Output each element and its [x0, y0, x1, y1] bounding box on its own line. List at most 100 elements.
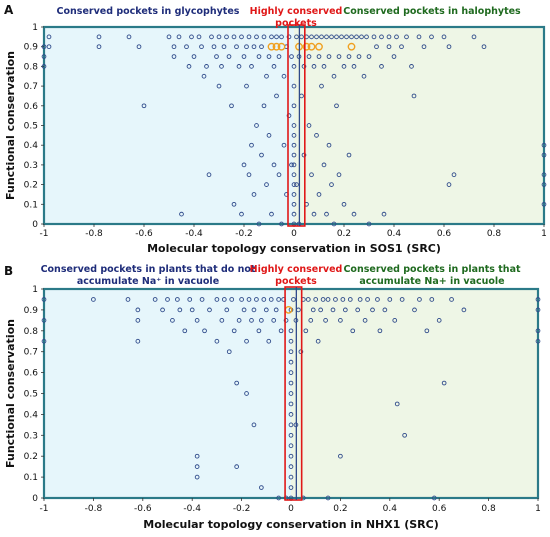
data-point: [316, 54, 322, 59]
data-point: [436, 318, 442, 323]
data-point: [274, 93, 279, 99]
data-point: [214, 54, 219, 59]
data-point: [221, 297, 227, 302]
data-point: [241, 162, 247, 168]
panel-b: 0 0.1 0.2 0.3 0.4 0.5 0.6 0.7 0.8 0.9 1 -1 -0.8 -0.6 -…: [4, 264, 541, 531]
data-point: [341, 64, 347, 69]
data-point: [256, 54, 262, 59]
data-point: [424, 328, 430, 334]
data-point: [371, 34, 377, 40]
data-point: [219, 318, 225, 323]
data-point: [199, 297, 205, 302]
data-point: [535, 307, 541, 313]
data-point: [308, 318, 314, 323]
data-point: [171, 44, 177, 50]
data-point: [251, 44, 257, 50]
data-point: [41, 318, 47, 323]
data-point: [194, 464, 200, 469]
data-point: [370, 307, 375, 313]
data-point: [374, 44, 379, 50]
y-tick-label: 0: [32, 220, 38, 230]
data-point: [41, 338, 47, 344]
y-tick-label: 0.5: [24, 122, 38, 132]
data-point: [359, 34, 364, 40]
data-point: [176, 34, 182, 40]
data-point: [288, 422, 294, 428]
highlight-point: [307, 42, 316, 51]
x-axis-title: Molecular topology conservation in SOS1 …: [147, 242, 441, 255]
data-point: [152, 297, 158, 302]
data-point: [288, 443, 294, 449]
data-point: [417, 297, 422, 302]
panel-letter: A: [4, 3, 14, 17]
data-point: [412, 307, 417, 313]
data-point: [471, 34, 477, 40]
data-point: [351, 64, 357, 69]
x-tick-label: -0.8: [85, 229, 103, 239]
data-point: [288, 401, 294, 407]
data-point: [356, 54, 362, 59]
data-point: [46, 34, 52, 40]
data-point: [339, 34, 344, 40]
x-tick-label: 0.6: [432, 504, 447, 514]
y-tick-label: 0.5: [24, 390, 38, 400]
annotation-right: accumulate Na+ in vacuole: [359, 276, 504, 287]
data-point: [340, 297, 346, 302]
y-tick-label: 1: [32, 23, 38, 33]
data-point: [259, 152, 264, 158]
data-point: [294, 182, 299, 187]
annotation-center: Highly conserved: [250, 6, 343, 17]
data-point: [338, 453, 343, 459]
data-point: [254, 123, 259, 128]
data-point: [256, 221, 262, 227]
y-tick-label: 0.3: [24, 161, 38, 171]
data-point: [291, 103, 297, 109]
x-tick-label: -0.2: [233, 504, 251, 514]
data-point: [288, 391, 294, 396]
x-tick-label: 1: [541, 229, 547, 239]
data-point: [535, 338, 541, 344]
data-point: [254, 34, 259, 40]
data-point: [236, 318, 242, 323]
data-point: [291, 64, 297, 69]
data-point: [394, 34, 399, 40]
data-point: [136, 44, 142, 50]
left-region: [44, 27, 294, 224]
data-point: [196, 34, 202, 40]
data-point: [421, 44, 427, 50]
data-point: [291, 162, 297, 168]
data-point: [269, 211, 274, 217]
y-tick-label: 0.8: [24, 62, 39, 72]
highly-conserved-box: [284, 286, 303, 501]
data-point: [269, 34, 274, 40]
data-point: [357, 297, 363, 302]
data-point: [249, 64, 254, 69]
data-point: [263, 307, 269, 313]
y-tick-label: 0.2: [24, 181, 38, 191]
data-point: [221, 44, 227, 50]
x-tick-label: -0.4: [183, 504, 201, 514]
x-tick-label: 0.8: [481, 504, 496, 514]
data-point: [281, 73, 287, 79]
highly-conserved-box: [287, 24, 306, 227]
data-point: [234, 380, 240, 386]
data-point: [344, 34, 349, 40]
data-point: [289, 162, 294, 168]
data-point: [319, 34, 324, 40]
x-tick-label: -0.4: [185, 229, 203, 239]
annotation-right: Conserved pockets in plants that: [343, 264, 521, 275]
data-point: [184, 44, 189, 50]
data-point: [251, 307, 257, 313]
data-point: [202, 328, 207, 334]
data-point: [451, 172, 457, 178]
data-point: [170, 318, 175, 323]
data-point: [41, 54, 47, 59]
data-point: [375, 297, 380, 302]
data-point: [189, 34, 194, 40]
data-point: [186, 64, 192, 69]
data-point: [135, 318, 141, 323]
data-point: [351, 211, 357, 217]
y-tick-label: 0.7: [24, 82, 38, 92]
data-point: [311, 211, 317, 217]
